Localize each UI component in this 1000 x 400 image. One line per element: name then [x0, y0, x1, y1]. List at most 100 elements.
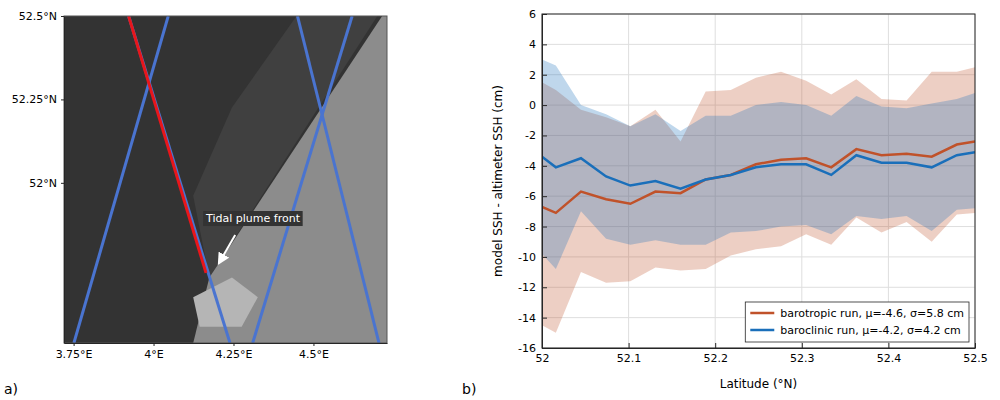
y-axis-tick-mark [542, 257, 547, 258]
x-axis: 3.75°E 4°E 4.25°E 4.5°E [56, 343, 388, 361]
y-axis-tick-label: -16 [518, 342, 536, 355]
y-axis-tick-label: 52°N [29, 177, 57, 190]
y-axis-tick-mark [542, 105, 547, 106]
legend: barotropic run, μ=-4.6, σ=5.8 cm baroclin… [745, 302, 969, 342]
y-axis-tick: 6 [529, 8, 547, 21]
x-axis-tick-label: 52.1 [617, 352, 642, 365]
x-axis: 52 52.1 52.2 52.3 52.4 52.5 [536, 343, 988, 365]
city [193, 278, 258, 327]
figure: 3.75°E 4°E 4.25°E 4.5°E 52°N 52.25°N 52.5°N Tid… [0, 0, 1000, 400]
x-axis-tick-label: 4°E [144, 348, 163, 361]
y-axis-tick-label: -12 [518, 281, 536, 294]
y-axis-tick: 0 [529, 99, 547, 112]
track [129, 16, 206, 273]
x-axis-tick-label: 52.3 [790, 352, 815, 365]
legend-item: baroclinic run, μ=-4.2, σ=4.2 cm [750, 324, 961, 337]
y-axis-tick-mark [542, 196, 547, 197]
x-axis-tick-mark [715, 343, 716, 348]
panel-label: a) [4, 381, 18, 397]
y-axis-line [64, 17, 65, 344]
y-axis-tick: -6 [525, 190, 547, 203]
x-axis-tick-mark [802, 343, 803, 348]
x-axis-tick-label: 52.2 [703, 352, 728, 365]
y-axis-tick-mark [542, 14, 547, 15]
x-axis-tick-label: 52.5 [963, 352, 988, 365]
annotation-patch [203, 211, 303, 226]
y-axis-tick-label: 52.25°N [12, 93, 57, 106]
y-axis-tick-label: -10 [518, 251, 536, 264]
panel-a: 3.75°E 4°E 4.25°E 4.5°E 52°N 52.25°N 52.5°N Tid… [12, 10, 388, 361]
y-axis-tick: 52.5°N [19, 10, 64, 23]
grid-line-y [542, 44, 975, 45]
series-line [542, 152, 975, 188]
y-axis-tick-mark [61, 183, 64, 184]
x-axis-tick-mark [74, 343, 75, 346]
grid-line-y [542, 74, 975, 75]
legend-box [745, 302, 969, 342]
y-axis-tick-label: -4 [525, 160, 536, 173]
y-axis-tick: 2 [529, 69, 547, 82]
y-axis-tick-mark [61, 99, 64, 100]
x-axis-tick-mark [888, 343, 889, 348]
figure-svg: 3.75°E 4°E 4.25°E 4.5°E 52°N 52.25°N 52.5°N Tid… [0, 0, 1000, 400]
x-axis-tick-label: 52 [536, 352, 550, 365]
grid-line-y [542, 287, 975, 288]
y-axis-tick-mark [542, 348, 547, 349]
y-axis-tick-label: 4 [529, 38, 536, 51]
x-axis-tick-mark [154, 343, 155, 346]
x-axis-line [65, 343, 388, 344]
x-axis-tick: 52.5 [963, 343, 988, 365]
annotation-text: Tidal plume front [205, 212, 301, 225]
y-axis-tick-mark [542, 287, 547, 288]
y-axis-tick-mark [542, 227, 547, 228]
y-axis-tick: 52.25°N [12, 93, 64, 106]
annotation: Tidal plume front [203, 211, 303, 263]
x-axis-tick-mark [313, 343, 314, 346]
x-axis-tick-mark [975, 343, 976, 348]
tracks [74, 16, 379, 343]
image-frame [64, 16, 387, 343]
satellite-image [64, 16, 387, 343]
y-axis-tick-label: -8 [525, 221, 536, 234]
x-axis-tick: 52.4 [877, 343, 902, 365]
y-axis-tick: 4 [529, 38, 547, 51]
spread-band [542, 60, 975, 270]
x-axis-tick: 4.25°E [216, 343, 253, 361]
x-axis-tick-label: 4.25°E [216, 348, 253, 361]
y-axis-tick-label: 6 [529, 8, 536, 21]
y-axis-tick: -16 [518, 342, 547, 355]
x-axis-tick: 52.2 [703, 343, 728, 365]
x-axis-tick: 52.3 [790, 343, 815, 365]
y-axis-tick-mark [61, 16, 64, 17]
y-axis-tick: -10 [518, 251, 547, 264]
y-axis-tick: -2 [525, 129, 547, 142]
y-axis-tick-mark [542, 75, 547, 76]
sea [64, 16, 387, 343]
y-axis-tick-mark [542, 318, 547, 319]
y-axis-tick-mark [542, 166, 547, 167]
grid [542, 14, 975, 348]
y-axis-tick-label: 0 [529, 99, 536, 112]
panel-label: b) [462, 381, 476, 397]
legend-swatch [750, 312, 774, 315]
y-axis-tick-label: -6 [525, 190, 536, 203]
plot-marks [542, 60, 975, 333]
land [193, 16, 387, 343]
y-axis-tick: -12 [518, 281, 547, 294]
y-axis-tick: -8 [525, 221, 547, 234]
plot-frame [542, 14, 975, 348]
legend-item: barotropic run, μ=-4.6, σ=5.8 cm [750, 307, 964, 320]
y-axis-tick: -14 [518, 312, 547, 325]
y-axis-tick-label: -14 [518, 312, 536, 325]
plot-background [542, 14, 975, 348]
track [74, 16, 168, 343]
x-axis-tick: 4.5°E [299, 343, 329, 361]
track [297, 16, 379, 343]
y-axis-tick-label: -2 [525, 129, 536, 142]
legend-label: baroclinic run, μ=-4.2, σ=4.2 cm [780, 324, 961, 337]
x-axis-tick: 3.75°E [56, 343, 93, 361]
y-axis-tick-mark [542, 44, 547, 45]
x-axis-tick-label: 52.4 [877, 352, 902, 365]
y-axis-tick-label: 2 [529, 69, 536, 82]
legend-items: barotropic run, μ=-4.6, σ=5.8 cm baroclin… [750, 307, 964, 337]
